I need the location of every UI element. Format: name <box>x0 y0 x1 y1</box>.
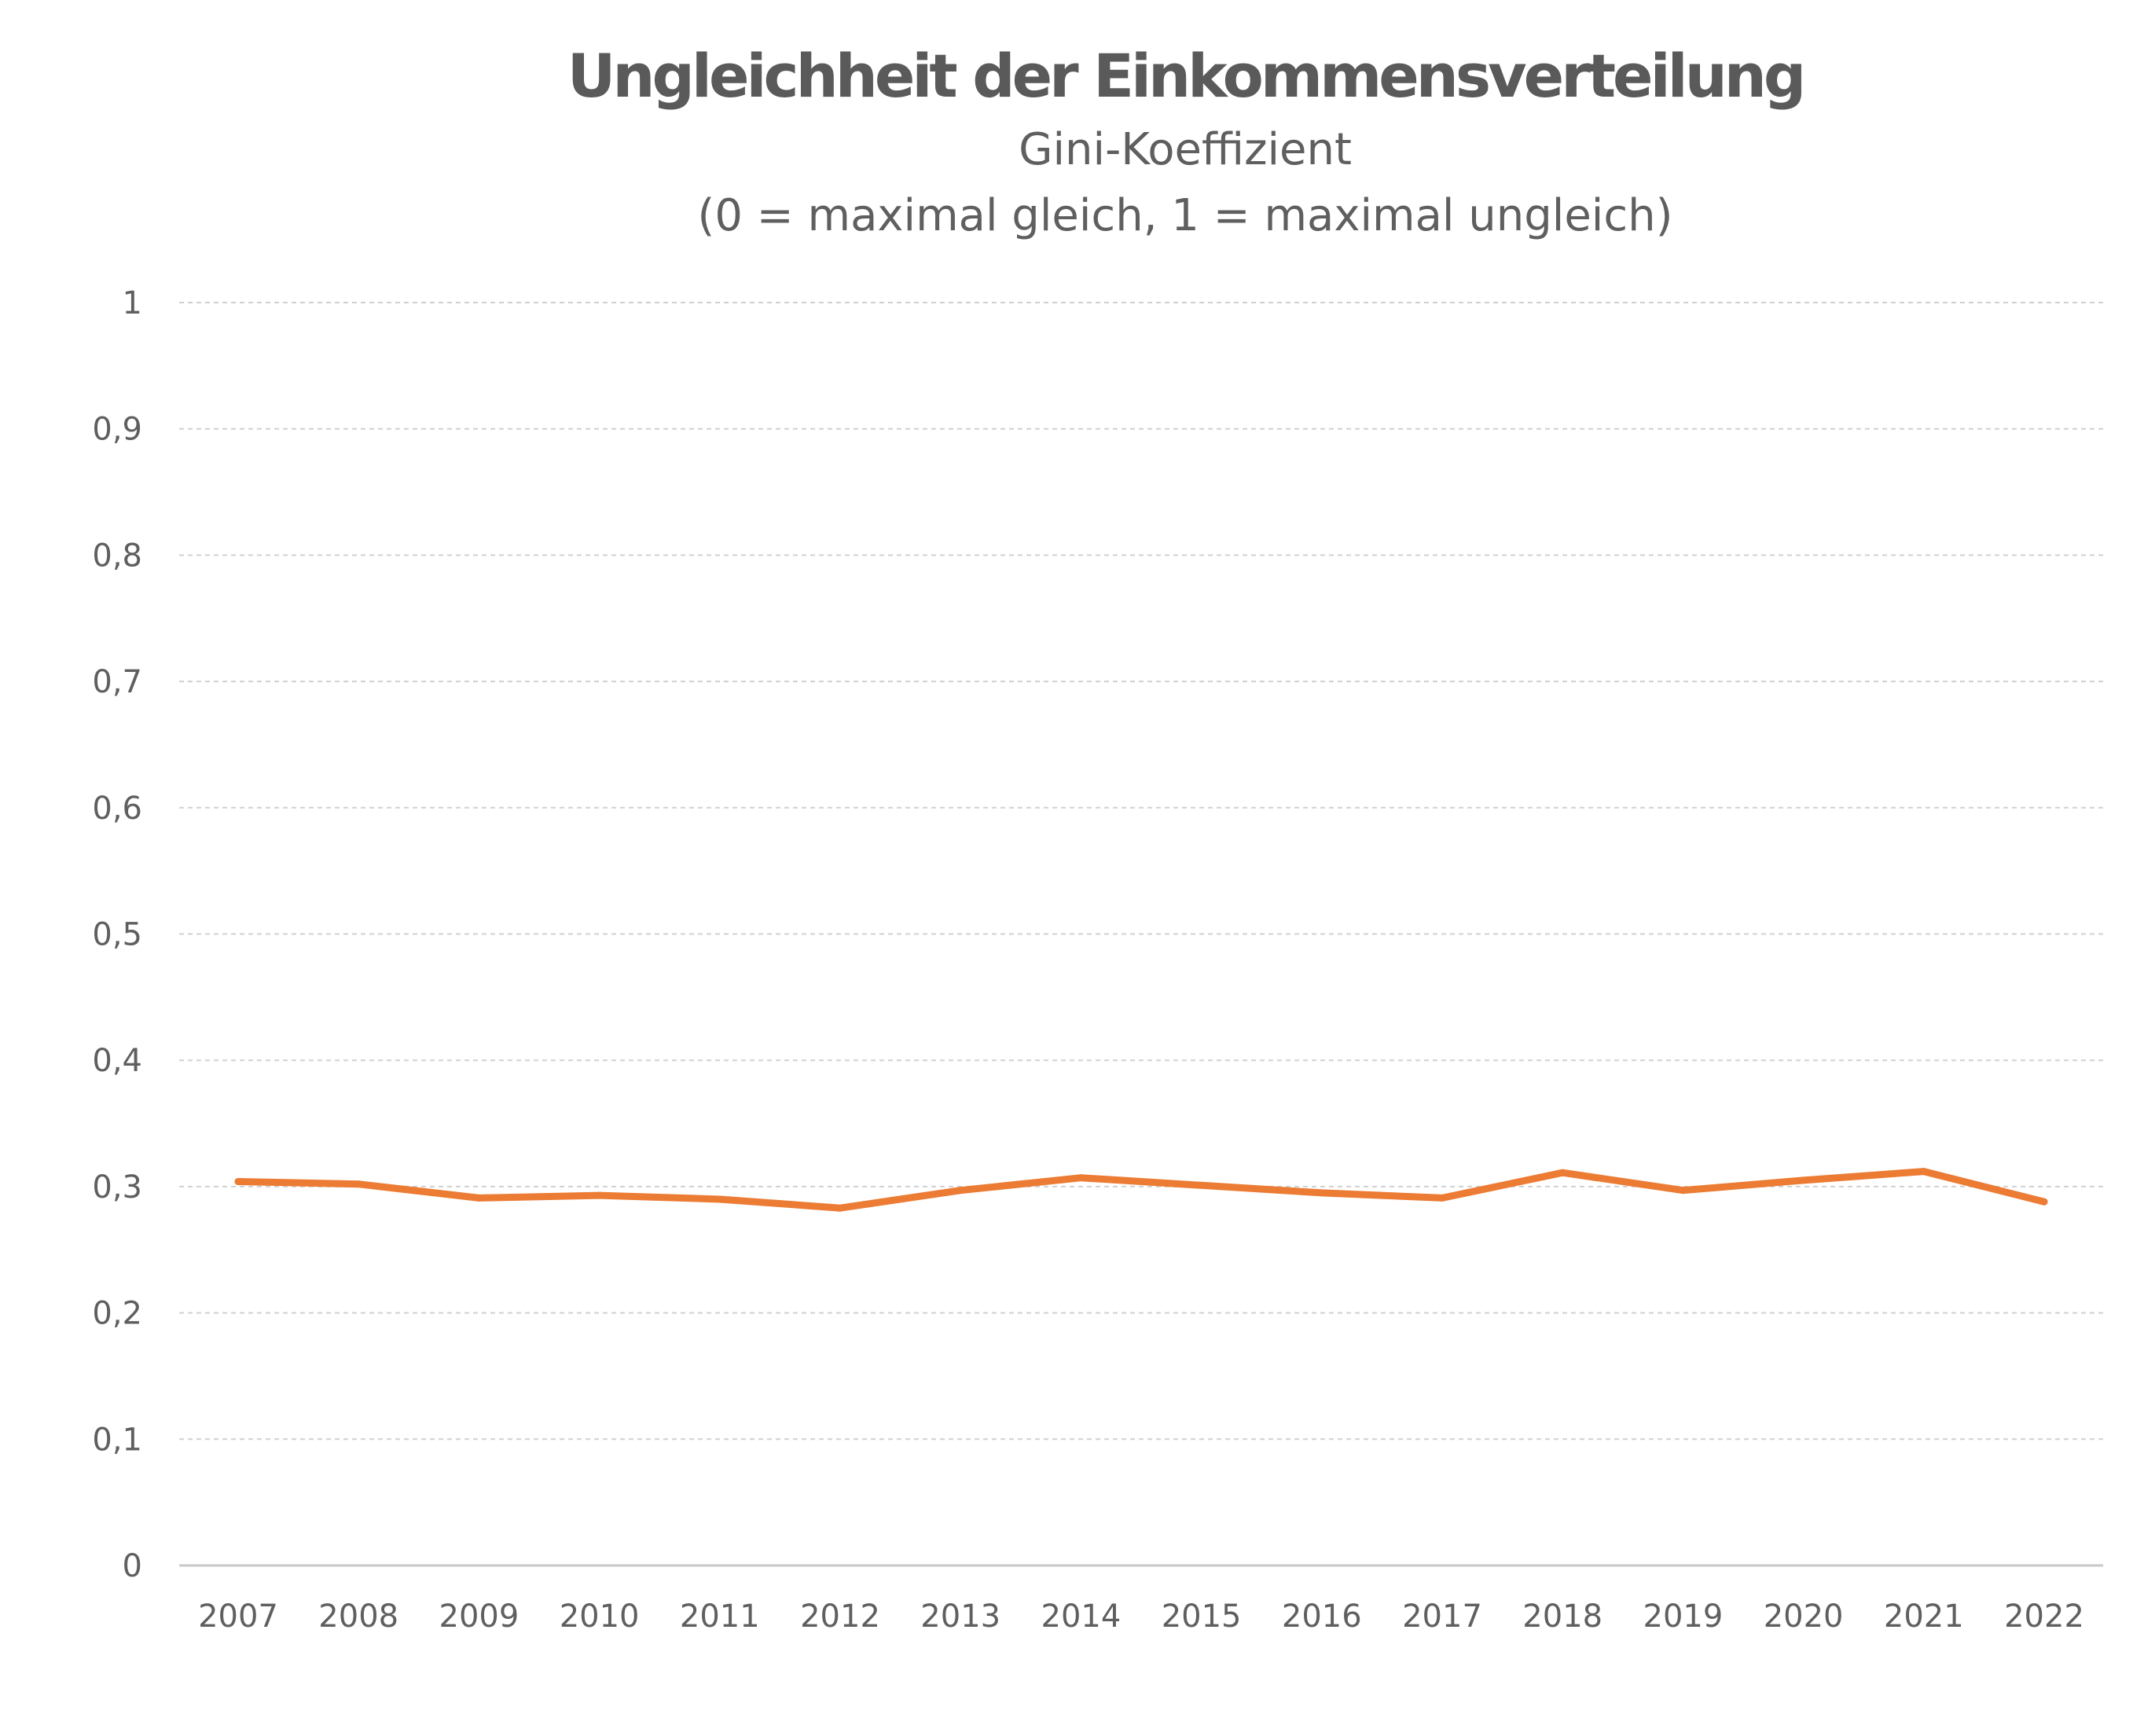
series-layer <box>234 1168 2048 1212</box>
y-axis-tick-labels: 0 0,1 0,2 0,3 0,4 0,5 0,6 0,7 0,8 0,9 1 <box>92 285 142 1584</box>
data-point <box>1318 1189 1326 1197</box>
y-tick-label: 0,4 <box>92 1043 142 1079</box>
y-tick-label: 0,2 <box>92 1296 142 1332</box>
x-tick-label: 2017 <box>1402 1598 1482 1635</box>
y-tick-label: 0 <box>123 1548 142 1584</box>
x-tick-label: 2013 <box>920 1598 1000 1635</box>
x-tick-label: 2008 <box>318 1598 398 1635</box>
x-tick-label: 2010 <box>560 1598 640 1635</box>
y-tick-label: 0,9 <box>92 412 142 448</box>
x-tick-label: 2022 <box>2004 1598 2084 1635</box>
y-tick-label: 0,7 <box>92 664 142 700</box>
x-axis-tick-labels: 2007 2008 2009 2010 2011 2012 2013 2014 2015 2016… <box>198 1598 2084 1635</box>
x-tick-label: 2014 <box>1041 1598 1122 1635</box>
x-tick-label: 2018 <box>1522 1598 1602 1635</box>
chart-subtitle-scale-note: (0 = maximal gleich, 1 = maximal ungleic… <box>697 190 1673 241</box>
x-tick-label: 2007 <box>198 1598 278 1635</box>
y-tick-label: 0,3 <box>92 1169 142 1206</box>
y-tick-label: 0,5 <box>92 917 142 953</box>
x-tick-label: 2015 <box>1162 1598 1242 1635</box>
data-point <box>1800 1176 1808 1184</box>
data-point <box>1077 1174 1085 1182</box>
x-tick-label: 2012 <box>800 1598 880 1635</box>
data-point <box>956 1187 964 1195</box>
y-tick-label: 0,8 <box>92 538 142 574</box>
data-point <box>1558 1169 1566 1176</box>
y-tick-label: 0,6 <box>92 791 142 827</box>
x-tick-label: 2019 <box>1643 1598 1724 1635</box>
data-point <box>234 1177 242 1185</box>
data-point <box>354 1180 362 1188</box>
chart-title: Ungleichheit der Einkommensverteilung <box>567 41 1807 111</box>
data-point <box>1920 1168 1928 1176</box>
x-tick-label: 2021 <box>1884 1598 1964 1635</box>
chart-subtitle: Gini-Koeffizient <box>1019 124 1352 175</box>
data-point <box>475 1194 483 1202</box>
y-tick-label: 0,1 <box>92 1422 142 1458</box>
data-point <box>596 1191 604 1199</box>
data-point <box>1438 1194 1446 1202</box>
x-tick-label: 2009 <box>439 1598 519 1635</box>
data-point <box>836 1204 844 1212</box>
x-tick-label: 2016 <box>1282 1598 1362 1635</box>
data-point <box>716 1195 724 1203</box>
y-tick-label: 1 <box>123 285 142 321</box>
data-point <box>1198 1181 1206 1189</box>
series-line <box>234 1168 2048 1212</box>
gridlines <box>179 302 2103 1441</box>
data-point <box>2040 1198 2048 1206</box>
data-point <box>1679 1187 1687 1195</box>
x-tick-label: 2020 <box>1764 1598 1844 1635</box>
x-tick-label: 2011 <box>680 1598 760 1635</box>
